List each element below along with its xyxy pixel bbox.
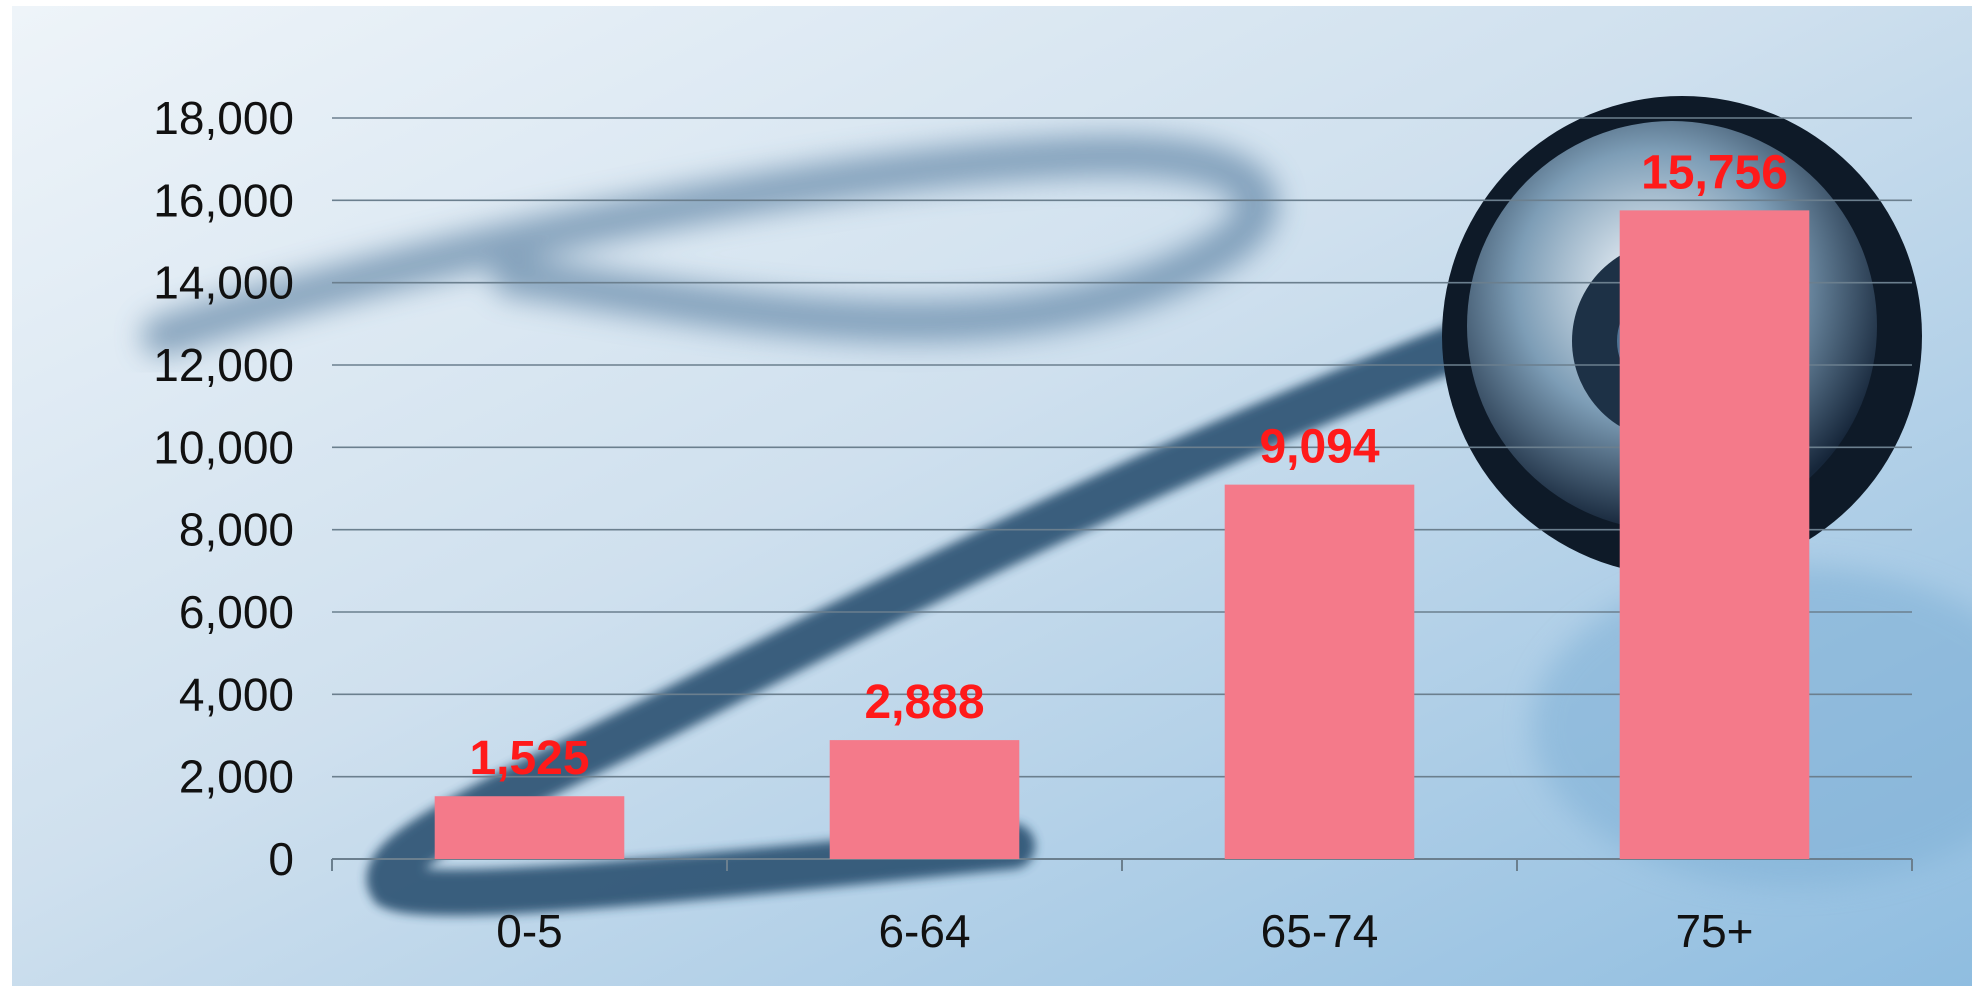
chart-container: 0 2,000 4,000 6,000 8,000 10,000 12,000 14,000 1… (12, 6, 1972, 986)
bars (434, 210, 1810, 860)
data-label: 15,756 (1641, 146, 1788, 199)
x-category-label: 75+ (1675, 905, 1753, 957)
y-tick-label: 0 (268, 833, 294, 885)
data-label: 1,525 (469, 732, 589, 785)
labels: 0 2,000 4,000 6,000 8,000 10,000 12,000 14,000 1… (153, 92, 1788, 957)
x-category-label: 0-5 (496, 905, 562, 957)
y-tick-label: 2,000 (179, 751, 294, 803)
x-category-label: 65-74 (1261, 905, 1379, 957)
y-tick-label: 12,000 (153, 339, 294, 391)
data-label: 2,888 (864, 676, 984, 729)
bar-0-5 (434, 796, 625, 859)
y-tick-label: 4,000 (179, 668, 294, 720)
x-category-label: 6-64 (878, 905, 970, 957)
y-tick-label: 18,000 (153, 92, 294, 144)
bar-chart: 0 2,000 4,000 6,000 8,000 10,000 12,000 14,000 1… (12, 6, 1972, 986)
bar-6-64 (829, 740, 1020, 859)
y-tick-label: 8,000 (179, 504, 294, 556)
y-tick-label: 14,000 (153, 257, 294, 309)
stethoscope-tube-far (142, 135, 1278, 356)
y-tick-label: 16,000 (153, 174, 294, 226)
y-tick-label: 6,000 (179, 586, 294, 638)
bar-75+ (1619, 210, 1810, 860)
bar-65-74 (1224, 484, 1415, 859)
y-tick-label: 10,000 (153, 421, 294, 473)
data-label: 9,094 (1259, 421, 1379, 474)
